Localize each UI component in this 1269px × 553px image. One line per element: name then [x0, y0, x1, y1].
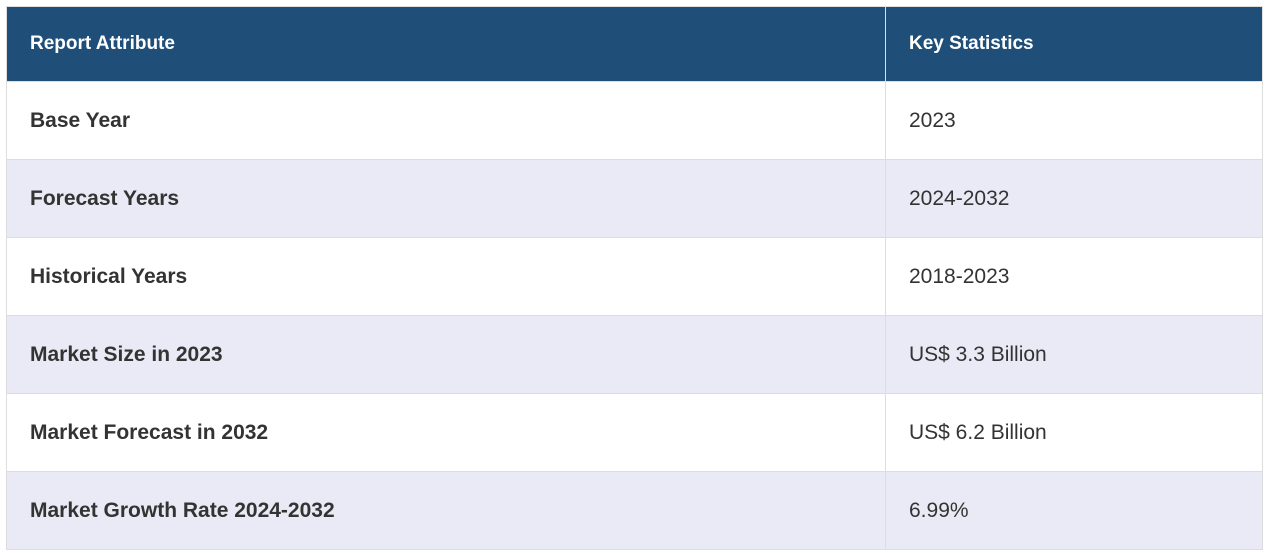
row-value: 2023 — [885, 81, 1263, 160]
row-value: 2024-2032 — [885, 159, 1263, 238]
row-value: 2018-2023 — [885, 237, 1263, 316]
table-row: Forecast Years 2024-2032 — [6, 159, 1263, 238]
report-statistics-table: Report Attribute Key Statistics Base Yea… — [6, 6, 1263, 550]
table-row: Base Year 2023 — [6, 81, 1263, 160]
row-attribute: Market Forecast in 2032 — [6, 393, 886, 472]
header-key-statistics: Key Statistics — [885, 6, 1263, 82]
row-value: 6.99% — [885, 471, 1263, 550]
report-table-container: Report Attribute Key Statistics Base Yea… — [6, 6, 1263, 550]
row-attribute: Historical Years — [6, 237, 886, 316]
row-value: US$ 6.2 Billion — [885, 393, 1263, 472]
table-row: Market Growth Rate 2024-2032 6.99% — [6, 471, 1263, 550]
row-attribute: Market Growth Rate 2024-2032 — [6, 471, 886, 550]
header-report-attribute: Report Attribute — [6, 6, 886, 82]
row-attribute: Base Year — [6, 81, 886, 160]
table-row: Market Size in 2023 US$ 3.3 Billion — [6, 315, 1263, 394]
row-value: US$ 3.3 Billion — [885, 315, 1263, 394]
row-attribute: Forecast Years — [6, 159, 886, 238]
table-row: Historical Years 2018-2023 — [6, 237, 1263, 316]
row-attribute: Market Size in 2023 — [6, 315, 886, 394]
table-header-row: Report Attribute Key Statistics — [6, 6, 1263, 82]
table-row: Market Forecast in 2032 US$ 6.2 Billion — [6, 393, 1263, 472]
